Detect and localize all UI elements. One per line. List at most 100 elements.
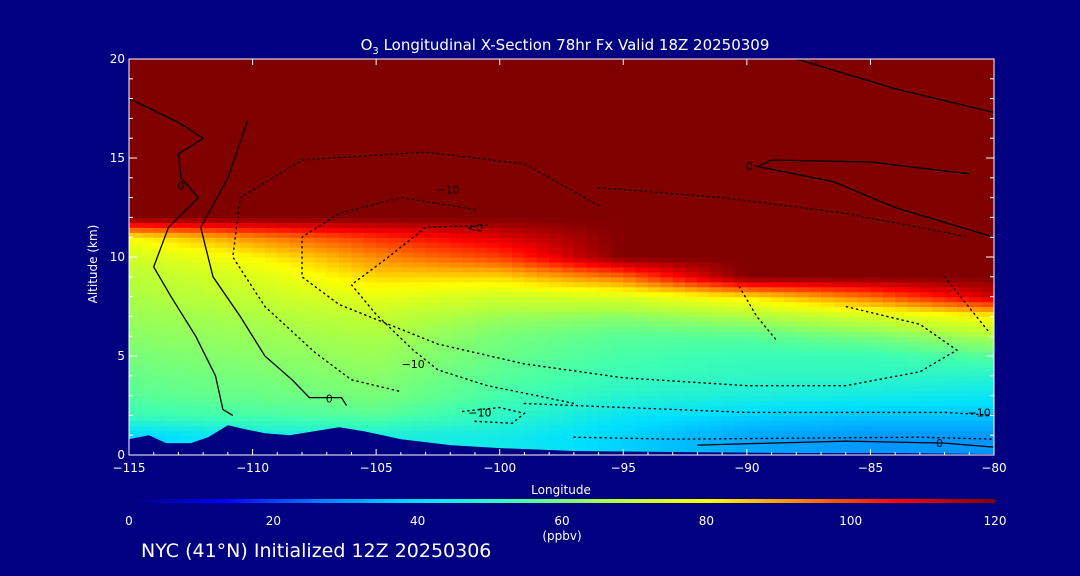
ozone-cell bbox=[487, 133, 501, 139]
ozone-cell bbox=[722, 266, 736, 273]
ozone-cell bbox=[821, 356, 834, 362]
ozone-cell bbox=[289, 123, 303, 129]
ozone-cell bbox=[153, 207, 167, 214]
ozone-cell bbox=[203, 316, 217, 322]
ozone-cell bbox=[685, 202, 699, 209]
ozone-cell bbox=[796, 420, 810, 426]
ozone-cell bbox=[932, 252, 946, 258]
ozone-cell bbox=[709, 128, 723, 134]
ozone-cell bbox=[166, 212, 180, 218]
ozone-cell bbox=[722, 197, 736, 204]
ozone-cell bbox=[759, 306, 773, 313]
ozone-cell bbox=[648, 410, 661, 416]
ozone-cell bbox=[178, 172, 192, 179]
ozone-cell bbox=[833, 395, 847, 402]
ozone-cell bbox=[771, 410, 785, 416]
ozone-cell bbox=[796, 227, 810, 233]
ozone-cell bbox=[166, 380, 180, 387]
ozone-cell bbox=[870, 162, 884, 169]
ozone-cell bbox=[512, 351, 526, 357]
ozone-cell bbox=[932, 341, 946, 347]
ozone-cell bbox=[549, 410, 563, 416]
ozone-cell bbox=[734, 351, 748, 357]
ozone-cell bbox=[858, 202, 872, 209]
ozone-cell bbox=[598, 237, 612, 243]
ozone-cell bbox=[907, 336, 921, 342]
ozone-cell bbox=[166, 123, 180, 129]
ozone-cell bbox=[969, 148, 983, 154]
ozone-cell bbox=[746, 450, 760, 455]
ozone-cell bbox=[264, 247, 278, 253]
ozone-cell bbox=[462, 400, 476, 407]
ozone-cell bbox=[388, 118, 402, 124]
ozone-cell bbox=[129, 108, 142, 115]
ozone-cell bbox=[746, 148, 760, 154]
ozone-cell bbox=[672, 346, 686, 352]
ozone-cell bbox=[326, 306, 340, 313]
ozone-cell bbox=[969, 182, 983, 189]
ozone-cell bbox=[598, 385, 612, 392]
ozone-cell bbox=[610, 143, 624, 149]
ozone-cell bbox=[351, 217, 365, 223]
ozone-cell bbox=[487, 108, 501, 115]
ozone-cell bbox=[129, 197, 142, 204]
ozone-cell bbox=[252, 197, 266, 204]
ozone-cell bbox=[227, 237, 241, 243]
ozone-cell bbox=[462, 247, 476, 253]
ozone-cell bbox=[573, 440, 587, 446]
ozone-cell bbox=[215, 187, 229, 194]
ozone-cell bbox=[289, 153, 303, 159]
ozone-cell bbox=[462, 167, 476, 174]
ozone-cell bbox=[907, 252, 921, 258]
ozone-cell bbox=[277, 346, 291, 352]
ozone-cell bbox=[956, 390, 970, 397]
ozone-cell bbox=[821, 237, 834, 243]
ozone-cell bbox=[907, 113, 921, 119]
ozone-cell bbox=[623, 346, 637, 352]
ozone-cell bbox=[339, 266, 353, 273]
ozone-cell bbox=[771, 351, 785, 357]
ozone-cell bbox=[277, 192, 291, 199]
ozone-cell bbox=[289, 370, 303, 377]
ozone-cell bbox=[264, 113, 278, 119]
ozone-cell bbox=[919, 197, 933, 204]
ozone-cell bbox=[512, 232, 526, 238]
ozone-cell bbox=[907, 138, 921, 144]
ozone-cell bbox=[388, 222, 402, 228]
ozone-cell bbox=[944, 167, 958, 174]
ozone-cell bbox=[821, 306, 834, 313]
ozone-cell bbox=[425, 162, 439, 169]
ozone-cell bbox=[240, 103, 254, 110]
ozone-cell bbox=[598, 222, 612, 228]
ozone-cell bbox=[648, 331, 661, 337]
ozone-cell bbox=[289, 351, 303, 357]
ozone-cell bbox=[956, 108, 970, 115]
ozone-cell bbox=[487, 162, 501, 169]
ozone-cell bbox=[227, 207, 241, 214]
ozone-cell bbox=[166, 410, 180, 416]
ozone-cell bbox=[734, 425, 748, 431]
ozone-cell bbox=[536, 415, 550, 421]
ozone-cell bbox=[561, 143, 575, 149]
ozone-cell bbox=[475, 162, 488, 169]
ozone-cell bbox=[746, 400, 760, 407]
ozone-cell bbox=[227, 301, 241, 308]
ozone-cell bbox=[512, 291, 526, 298]
ozone-cell bbox=[734, 365, 748, 372]
ozone-cell bbox=[314, 128, 328, 134]
ozone-cell bbox=[487, 410, 501, 416]
ozone-cell bbox=[129, 217, 142, 223]
ozone-cell bbox=[339, 360, 353, 367]
ozone-cell bbox=[277, 390, 291, 397]
ozone-cell bbox=[314, 217, 328, 223]
ozone-cell bbox=[746, 380, 760, 387]
ozone-cell bbox=[252, 133, 266, 139]
ozone-cell bbox=[870, 346, 884, 352]
ozone-cell bbox=[956, 103, 970, 110]
ozone-cell bbox=[499, 380, 513, 387]
ozone-cell bbox=[672, 222, 686, 228]
ozone-cell bbox=[697, 162, 711, 169]
ozone-cell bbox=[771, 207, 785, 214]
ozone-cell bbox=[437, 158, 451, 164]
ozone-cell bbox=[413, 321, 427, 327]
